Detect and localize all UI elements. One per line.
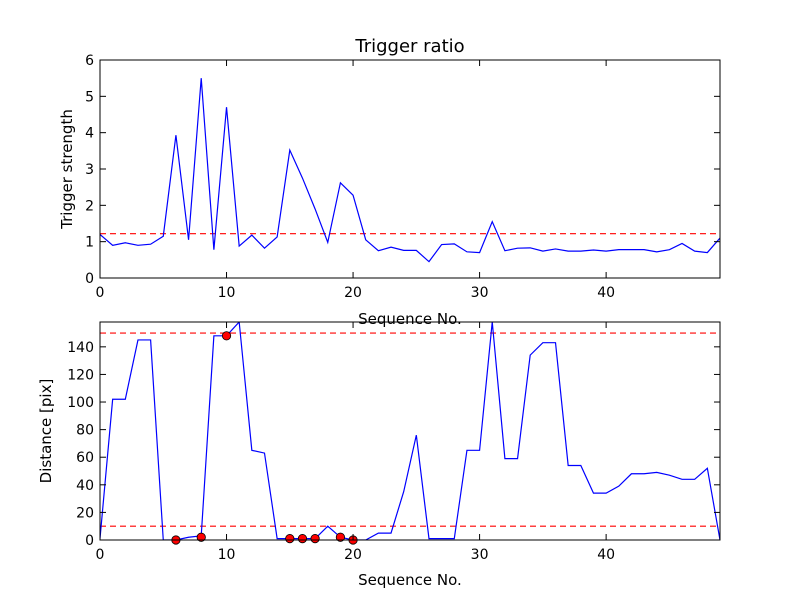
trigger-ratio-y-tick-label: 0 bbox=[85, 271, 94, 287]
distance-clipped-content bbox=[100, 322, 720, 540]
trigger-ratio-x-tick-label: 10 bbox=[218, 285, 236, 301]
trigger-ratio-x-tick-label: 30 bbox=[471, 285, 489, 301]
trigger-ratio-x-tick-label: 40 bbox=[597, 285, 615, 301]
distance-y-axis-label: Distance [pix] bbox=[37, 379, 55, 484]
trigger-ratio-plot-area bbox=[100, 78, 720, 263]
distance-x-tick-label: 10 bbox=[218, 547, 236, 563]
trigger-ratio-y-tick-label: 2 bbox=[85, 198, 94, 214]
distance-x-tick-label: 40 bbox=[597, 547, 615, 563]
distance-y-tick-label: 80 bbox=[76, 423, 94, 439]
distance-x-tick-label: 30 bbox=[471, 547, 489, 563]
distance-marker-point bbox=[335, 532, 346, 542]
distance-marker-point bbox=[285, 534, 295, 544]
trigger-ratio-y-tick-label: 3 bbox=[85, 162, 94, 178]
trigger-ratio-title: Trigger ratio bbox=[354, 36, 464, 57]
distance-x-tick-label: 0 bbox=[96, 547, 105, 563]
trigger-ratio-x-tick-label: 20 bbox=[344, 285, 362, 301]
distance-ticks: 0 10 20 30 40 0 20 40 60 80 100 120 140 bbox=[67, 322, 720, 563]
trigger-ratio-panel: 0 10 20 30 40 0 1 2 3 4 5 6 Trigger ratio Sequence … bbox=[58, 36, 721, 328]
distance-y-tick-label: 60 bbox=[76, 450, 94, 466]
distance-plot-area bbox=[100, 322, 720, 545]
trigger-ratio-clipped-content bbox=[100, 78, 720, 263]
distance-x-axis-label: Sequence No. bbox=[358, 571, 462, 589]
trigger-ratio-y-tick-label: 4 bbox=[85, 126, 94, 142]
distance-marker-point bbox=[297, 534, 308, 544]
trigger-ratio-ticks: 0 10 20 30 40 0 1 2 3 4 5 6 bbox=[85, 53, 720, 301]
distance-series-line-0 bbox=[100, 322, 720, 540]
distance-marker-point bbox=[221, 331, 232, 341]
distance-y-tick-label: 120 bbox=[67, 367, 94, 383]
distance-y-tick-label: 40 bbox=[76, 478, 94, 494]
trigger-ratio-y-tick-label: 1 bbox=[85, 235, 94, 251]
distance-y-tick-label: 140 bbox=[67, 340, 94, 356]
trigger-ratio-y-tick-label: 6 bbox=[85, 53, 94, 69]
trigger-ratio-x-axis-label: Sequence No. bbox=[358, 310, 462, 328]
trigger-ratio-x-tick-label: 0 bbox=[96, 285, 105, 301]
distance-x-tick-label: 20 bbox=[344, 547, 362, 563]
trigger-ratio-y-tick-label: 5 bbox=[85, 89, 94, 105]
distance-y-tick-label: 0 bbox=[85, 533, 94, 549]
distance-y-tick-label: 20 bbox=[76, 505, 94, 521]
distance-axes-frame bbox=[99, 321, 721, 541]
trigger-ratio-y-axis-label: Trigger strength bbox=[58, 109, 76, 230]
distance-y-tick-label: 100 bbox=[67, 395, 94, 411]
distance-panel: 0 10 20 30 40 0 20 40 60 80 100 120 140 Sequence No.… bbox=[37, 321, 721, 589]
trigger-ratio-series-line-0 bbox=[100, 78, 720, 263]
distance-marker-point bbox=[310, 534, 320, 544]
distance-marker-point bbox=[196, 532, 206, 542]
